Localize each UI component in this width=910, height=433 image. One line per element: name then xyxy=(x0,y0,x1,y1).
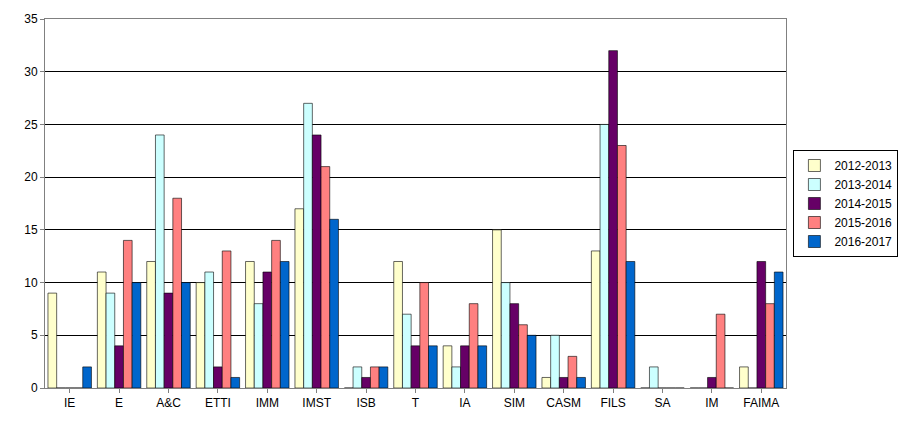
svg-text:35: 35 xyxy=(24,12,38,26)
svg-text:ISB: ISB xyxy=(356,396,375,410)
svg-text:ETTI: ETTI xyxy=(205,396,231,410)
svg-text:IMM: IMM xyxy=(256,396,279,410)
svg-text:20: 20 xyxy=(24,170,38,184)
svg-text:SIM: SIM xyxy=(504,396,525,410)
svg-text:FAIMA: FAIMA xyxy=(743,396,779,410)
svg-text:A&C: A&C xyxy=(156,396,181,410)
svg-text:2013-2014: 2013-2014 xyxy=(834,178,892,192)
svg-text:T: T xyxy=(412,396,420,410)
svg-text:2014-2015: 2014-2015 xyxy=(834,197,892,211)
svg-text:IA: IA xyxy=(459,396,470,410)
svg-text:0: 0 xyxy=(31,381,38,395)
svg-text:E: E xyxy=(115,396,123,410)
svg-text:FILS: FILS xyxy=(600,396,625,410)
svg-text:15: 15 xyxy=(24,223,38,237)
svg-text:IM: IM xyxy=(705,396,718,410)
svg-text:IE: IE xyxy=(64,396,75,410)
svg-text:2015-2016: 2015-2016 xyxy=(834,216,892,230)
svg-text:10: 10 xyxy=(24,276,38,290)
svg-text:2016-2017: 2016-2017 xyxy=(834,235,892,249)
svg-text:IMST: IMST xyxy=(302,396,331,410)
svg-text:SA: SA xyxy=(654,396,670,410)
svg-text:CASM: CASM xyxy=(546,396,581,410)
svg-text:5: 5 xyxy=(31,328,38,342)
svg-text:25: 25 xyxy=(24,118,38,132)
svg-text:30: 30 xyxy=(24,65,38,79)
svg-text:2012-2013: 2012-2013 xyxy=(834,159,892,173)
